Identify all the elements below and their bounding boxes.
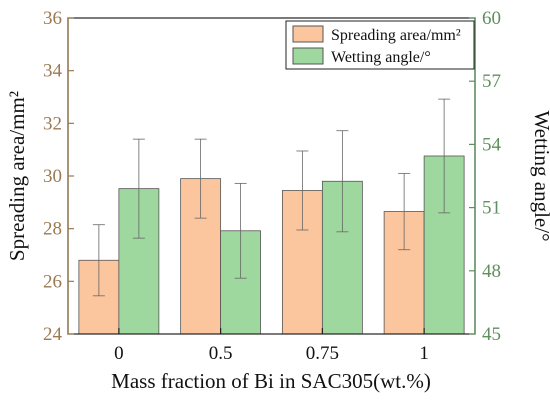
legend-swatch-wetting-angle xyxy=(292,47,324,65)
left-axis-ticks: 24 26 28 30 32 34 36 xyxy=(43,8,74,345)
legend: Spreading area/mm² Wetting angle/° xyxy=(285,20,475,70)
x-tick-label-2: 0.75 xyxy=(306,343,339,364)
bars-layer xyxy=(78,155,465,335)
right-tick-label-3: 54 xyxy=(482,134,502,155)
error-bar-spreading-area-0 xyxy=(92,224,105,297)
right-tick-label-2: 51 xyxy=(482,198,501,219)
right-tick-label-0: 45 xyxy=(482,324,501,345)
left-tick-label-2: 28 xyxy=(43,219,62,240)
x-tick-label-3: 1 xyxy=(419,343,429,364)
legend-label-wetting-angle: Wetting angle/° xyxy=(331,49,431,66)
legend-swatch-spreading-area xyxy=(292,25,324,43)
left-tick-label-1: 26 xyxy=(43,271,62,292)
x-axis-ticks: 0 0.5 0.75 1 xyxy=(114,328,429,364)
right-tick-label-5: 60 xyxy=(482,8,501,29)
error-bar-spreading-area-3 xyxy=(398,172,411,251)
error-bar-spreading-area-2 xyxy=(296,150,309,231)
error-bar-wetting-angle-3 xyxy=(438,98,451,214)
error-bars-layer xyxy=(92,98,451,297)
left-tick-label-5: 34 xyxy=(43,61,63,82)
right-axis-ticks: 45 48 51 54 57 60 xyxy=(469,8,502,345)
left-tick-label-4: 32 xyxy=(43,113,62,134)
x-axis-title: Mass fraction of Bi in SAC305(wt.%) xyxy=(111,369,431,393)
left-tick-label-0: 24 xyxy=(43,324,63,345)
left-tick-label-3: 30 xyxy=(43,166,62,187)
error-bar-spreading-area-1 xyxy=(194,138,207,219)
error-bar-wetting-angle-1 xyxy=(234,182,247,279)
error-bar-wetting-angle-0 xyxy=(132,138,145,239)
right-tick-label-4: 57 xyxy=(482,71,501,92)
left-axis-title: Spreading area/mm² xyxy=(5,91,29,261)
legend-label-spreading-area: Spreading area/mm² xyxy=(331,27,461,44)
error-bar-wetting-angle-2 xyxy=(336,130,349,233)
x-tick-label-0: 0 xyxy=(114,343,124,364)
right-tick-label-1: 48 xyxy=(482,261,501,282)
x-tick-label-1: 0.5 xyxy=(209,343,233,364)
left-tick-label-6: 36 xyxy=(43,8,62,29)
right-axis-title: Wetting angle/° xyxy=(530,111,550,242)
